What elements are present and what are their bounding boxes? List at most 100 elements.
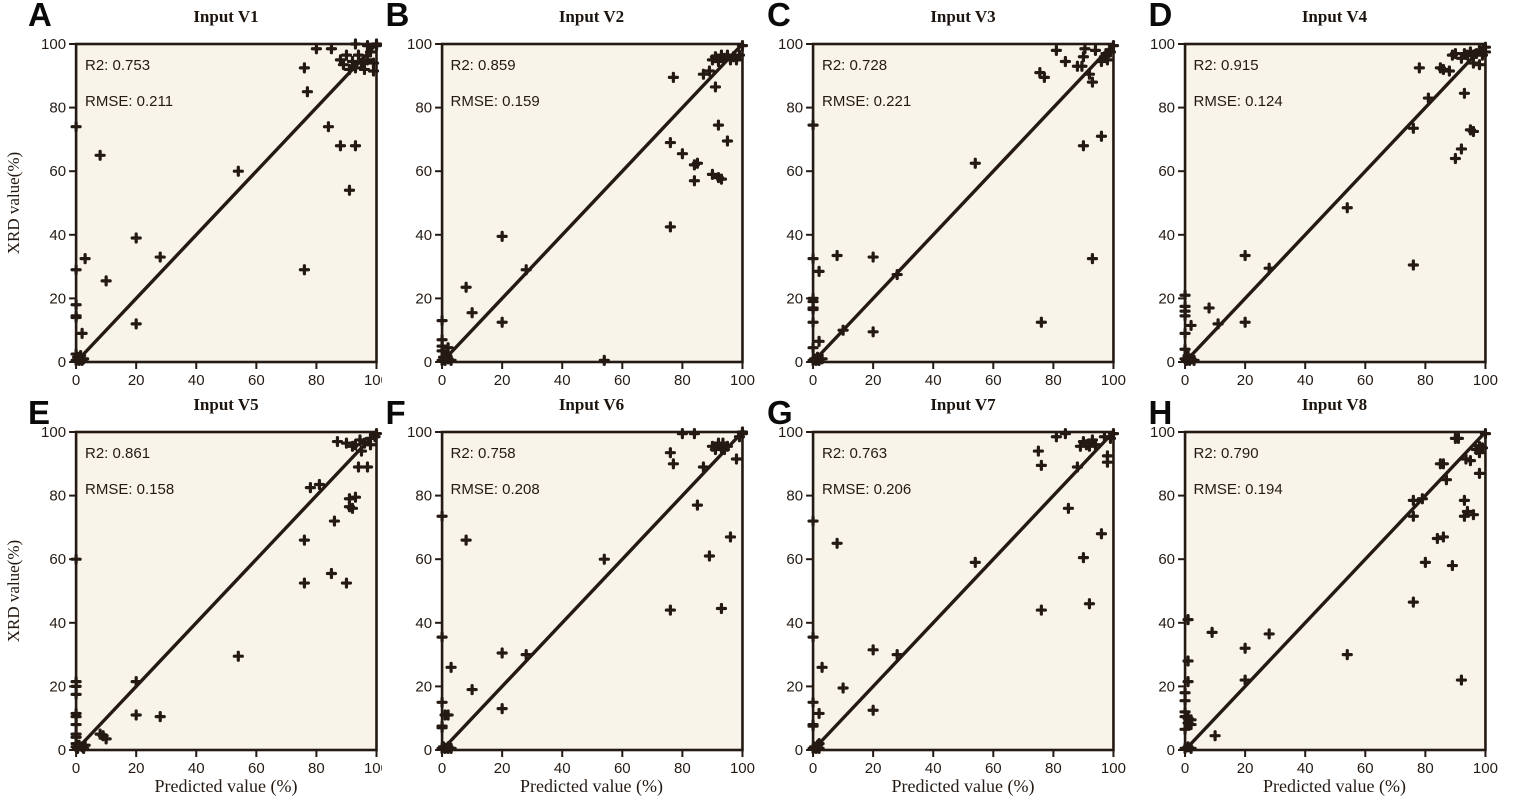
data-point [969, 556, 981, 568]
y-tick-label: 0 [1166, 354, 1174, 371]
y-tick-label: 40 [415, 615, 432, 632]
y-axis-label: XRD value(%) [4, 151, 23, 255]
data-point [697, 68, 709, 80]
data-point [1079, 43, 1091, 55]
data-point [816, 661, 828, 673]
data-point [310, 43, 323, 55]
data-point [706, 168, 718, 180]
data-point [100, 275, 112, 287]
data-point [664, 221, 676, 233]
data-point [831, 249, 843, 262]
data-point [1467, 509, 1479, 521]
y-tick-label: 40 [786, 227, 803, 244]
data-point [1077, 51, 1090, 63]
data-point [349, 491, 362, 503]
panel-letter: G [767, 394, 793, 431]
data-point [352, 461, 365, 473]
data-point [325, 567, 338, 580]
plot-frame [440, 430, 744, 752]
x-tick-label: 40 [188, 372, 205, 389]
data-point [130, 709, 142, 721]
x-tick-label: 40 [553, 372, 570, 389]
y-tick-label: 0 [58, 354, 66, 371]
data-point [867, 251, 879, 263]
x-tick-label: 80 [674, 760, 691, 777]
data-point [520, 649, 532, 661]
data-point [715, 173, 727, 185]
data-point [337, 59, 350, 71]
y-tick-label: 100 [1149, 424, 1174, 441]
x-tick-label: 0 [437, 372, 445, 389]
x-tick-label: 60 [1356, 760, 1373, 777]
data-point [154, 251, 166, 263]
x-tick-label: 80 [1045, 760, 1062, 777]
y-tick-label: 100 [407, 424, 432, 441]
data-point [441, 709, 454, 721]
x-tick-label: 0 [1180, 760, 1188, 777]
data-point [358, 63, 371, 76]
data-point [969, 157, 981, 169]
data-point [340, 437, 353, 449]
data-point [1464, 455, 1476, 467]
data-point [496, 230, 508, 242]
data-point [891, 649, 903, 661]
y-tick-label: 0 [58, 742, 66, 759]
data-point [130, 676, 142, 688]
panel-e: 00 20 20 40 40 60 60 80 80 100 100 E Input V5 R2: … [0, 394, 382, 810]
y-tick-label: 60 [786, 551, 803, 568]
panel-letter: A [28, 0, 52, 33]
x-tick-label: 60 [248, 760, 265, 777]
data-point [1077, 552, 1090, 564]
data-point [232, 650, 244, 662]
y-tick-label: 20 [1158, 290, 1175, 307]
data-point [325, 43, 338, 55]
data-point [1239, 674, 1251, 686]
data-point [1473, 59, 1485, 71]
panel-title: Input V2 [558, 7, 625, 26]
data-point [1083, 598, 1096, 610]
x-tick-label: 100 [729, 372, 754, 389]
y-tick-label: 60 [415, 163, 432, 180]
x-tick-label: 40 [925, 372, 942, 389]
x-tick-label: 40 [553, 760, 570, 777]
data-point [697, 461, 709, 473]
data-point [664, 136, 676, 149]
scatter-plot-input-v4: 00 20 20 40 40 60 60 80 80 100 100 [1149, 36, 1497, 389]
y-tick-label: 80 [49, 100, 66, 117]
data-point [1239, 642, 1251, 654]
data-point [313, 478, 326, 491]
y-tick-label: 60 [49, 551, 66, 568]
data-point [1458, 510, 1470, 522]
data-point [703, 65, 715, 77]
data-point [496, 647, 508, 659]
panel-title: Input V8 [1301, 395, 1368, 414]
data-point [1407, 510, 1419, 522]
data-point [1407, 122, 1419, 134]
y-tick-label: 20 [786, 678, 803, 695]
x-tick-label: 60 [613, 372, 630, 389]
plot-frame [811, 430, 1115, 752]
x-tick-label: 80 [308, 760, 325, 777]
panel-h: 0 0 20 20 40 40 60 60 80 80 100 100 H Input V8 R2: … [1145, 394, 1526, 810]
data-point [496, 316, 508, 328]
identity-line [1183, 430, 1487, 752]
r2-stat: R2: 0.728 [822, 57, 888, 74]
data-point [349, 439, 362, 451]
data-point [346, 502, 359, 514]
y-tick-label: 20 [415, 678, 432, 695]
data-point [79, 253, 91, 265]
data-point [1416, 493, 1428, 505]
data-point [1035, 604, 1047, 616]
y-tick-label: 60 [786, 163, 803, 180]
x-tick-label: 100 [1472, 760, 1497, 777]
y-tick-label: 0 [1166, 742, 1174, 759]
scatter-plot-input-v1: 00 20 20 40 40 60 60 80 80 100 100 [41, 36, 382, 389]
plot-frame [1183, 430, 1487, 752]
data-point [154, 711, 166, 723]
x-tick-label: 0 [72, 372, 80, 389]
rmse-stat: RMSE: 0.158 [85, 481, 175, 498]
x-tick-label: 20 [493, 760, 510, 777]
data-point [1440, 474, 1452, 486]
panel-a: 00 20 20 40 40 60 60 80 80 100 100 A Input V1 R2: … [0, 0, 382, 398]
